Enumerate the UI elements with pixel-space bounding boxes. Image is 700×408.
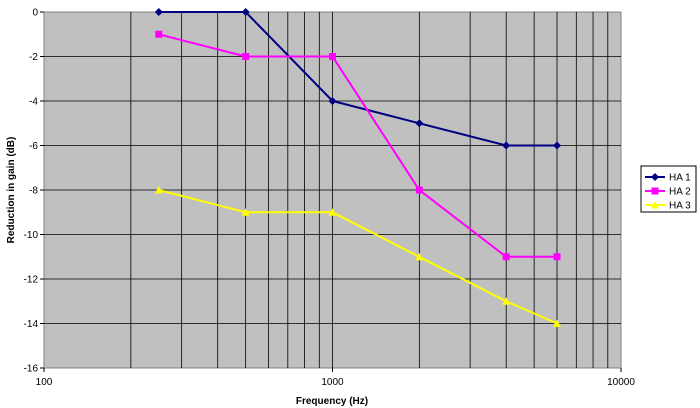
- legend-box: [640, 165, 697, 213]
- legend-item: HA 1: [645, 173, 691, 184]
- data-point: [415, 119, 424, 128]
- y-tick-label: -10: [24, 230, 39, 241]
- y-tick-label: -16: [24, 364, 39, 375]
- data-point: [552, 319, 561, 327]
- y-tick-label: -12: [24, 275, 39, 286]
- y-tick-label: -14: [24, 319, 39, 330]
- data-point: [241, 208, 250, 216]
- data-point: [553, 253, 561, 261]
- x-tick-labels: 100 1000 10000: [36, 368, 635, 388]
- series-line: [158, 11, 557, 147]
- y-tick-label: 0: [32, 8, 38, 19]
- data-point: [328, 208, 337, 216]
- data-point: [329, 53, 336, 60]
- y-axis-title: Reduction in gain (dB): [6, 137, 17, 244]
- legend-item: HA 3: [645, 201, 691, 212]
- data-point: [415, 252, 424, 261]
- data-point: [502, 141, 511, 150]
- data-point: [552, 141, 561, 150]
- legend-swatch-marker: [651, 201, 659, 209]
- legend-label: HA 3: [669, 201, 691, 212]
- legend-swatch-marker: [651, 173, 659, 181]
- x-tick-label: 1000: [321, 377, 344, 388]
- y-tick-labels: 0 -2 -4 -6 -8 -10 -12 -14 -16: [24, 8, 39, 375]
- y-tick-label: -2: [29, 52, 38, 63]
- data-point: [154, 186, 163, 194]
- legend-label: HA 2: [669, 187, 691, 198]
- series-line: [158, 189, 558, 325]
- y-tick-label: -4: [29, 97, 38, 108]
- x-axis-title: Frequency (Hz): [296, 396, 368, 407]
- data-point: [154, 8, 163, 16]
- data-point: [502, 253, 510, 261]
- legend-swatch-marker: [651, 187, 659, 195]
- y-tick-label: -8: [29, 186, 38, 197]
- series-line: [158, 33, 557, 258]
- data-point: [502, 297, 511, 305]
- legend-label: HA 1: [669, 173, 691, 184]
- y-tick-label: -6: [29, 141, 38, 152]
- series-3: [154, 186, 561, 327]
- legend: HA 1 HA 2 HA 3: [640, 165, 697, 213]
- series-lines: [154, 8, 561, 327]
- data-point: [155, 30, 163, 38]
- data-point: [242, 53, 250, 60]
- series-2: [155, 30, 561, 261]
- x-tick-label: 10000: [607, 377, 635, 388]
- x-tick-label: 100: [36, 377, 53, 388]
- legend-item: HA 2: [645, 187, 691, 198]
- data-point: [415, 186, 423, 194]
- data-point: [241, 8, 250, 16]
- data-point: [328, 97, 337, 105]
- series-1: [154, 8, 561, 150]
